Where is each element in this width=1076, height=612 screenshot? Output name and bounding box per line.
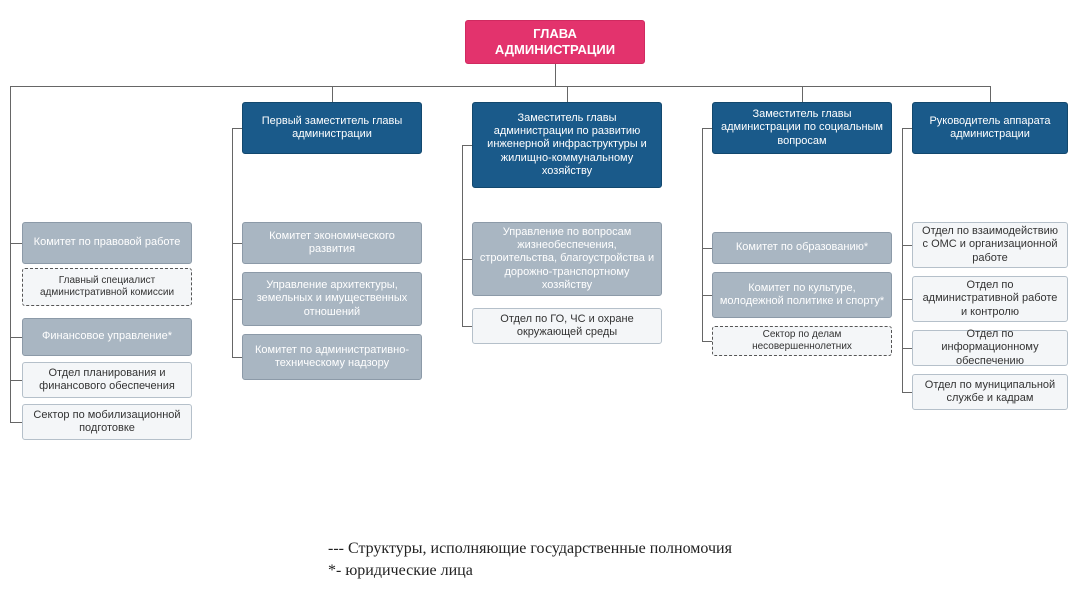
connector	[10, 422, 22, 423]
connector	[462, 326, 472, 327]
org-unit: Комитет по административно-техническому …	[242, 334, 422, 380]
org-unit: Управление архитектуры, земельных и имущ…	[242, 272, 422, 326]
connector	[232, 243, 242, 244]
org-unit: Главный специалист административной коми…	[22, 268, 192, 306]
org-unit: Сектор по мобилизационной подготовке	[22, 404, 192, 440]
org-unit: Комитет по культуре, молодежной политике…	[712, 272, 892, 318]
org-unit: Комитет экономического развития	[242, 222, 422, 264]
org-unit: Сектор по делам несовершеннолетних	[712, 326, 892, 356]
org-unit: Отдел по административной работе и контр…	[912, 276, 1068, 322]
connector	[802, 86, 803, 102]
org-unit: Финансовое управление*	[22, 318, 192, 356]
connector	[10, 231, 11, 423]
connector	[902, 128, 903, 393]
connector	[10, 86, 11, 231]
branch-header: Первый заместитель главы администрации	[242, 102, 422, 154]
org-unit: Отдел по взаимодействию с ОМС и организа…	[912, 222, 1068, 268]
org-unit: Управление по вопросам жизнеобеспечения,…	[472, 222, 662, 296]
connector	[462, 145, 463, 327]
connector	[702, 295, 712, 296]
connector	[332, 86, 333, 102]
head-node: ГЛАВА АДМИНИСТРАЦИИ	[465, 20, 645, 64]
connector	[462, 145, 472, 146]
connector	[702, 128, 712, 129]
org-unit: Отдел по муниципальной службе и кадрам	[912, 374, 1068, 410]
connector	[990, 86, 991, 102]
legend-line: --- Структуры, исполняющие государственн…	[328, 540, 732, 558]
connector	[902, 245, 912, 246]
connector	[10, 380, 22, 381]
connector	[902, 348, 912, 349]
org-unit: Отдел по ГО, ЧС и охране окружающей сред…	[472, 308, 662, 344]
connector	[902, 128, 912, 129]
org-unit: Отдел планирования и финансового обеспеч…	[22, 362, 192, 398]
connector	[902, 392, 912, 393]
connector	[702, 341, 712, 342]
connector	[555, 64, 556, 86]
connector	[902, 299, 912, 300]
connector	[702, 128, 703, 342]
connector	[232, 299, 242, 300]
branch-header: Заместитель главы администрации по разви…	[472, 102, 662, 188]
connector	[567, 86, 568, 102]
org-unit: Комитет по образованию*	[712, 232, 892, 264]
branch-header: Руководитель аппарата администрации	[912, 102, 1068, 154]
connector	[232, 357, 242, 358]
org-unit: Комитет по правовой работе	[22, 222, 192, 264]
connector	[232, 128, 242, 129]
org-unit: Отдел по информационному обеспечению	[912, 330, 1068, 366]
connector	[10, 243, 22, 244]
connector	[462, 259, 472, 260]
connector	[10, 86, 990, 87]
connector	[702, 248, 712, 249]
connector	[10, 337, 22, 338]
legend-line: *- юридические лица	[328, 562, 473, 580]
branch-header: Заместитель главы администрации по социа…	[712, 102, 892, 154]
